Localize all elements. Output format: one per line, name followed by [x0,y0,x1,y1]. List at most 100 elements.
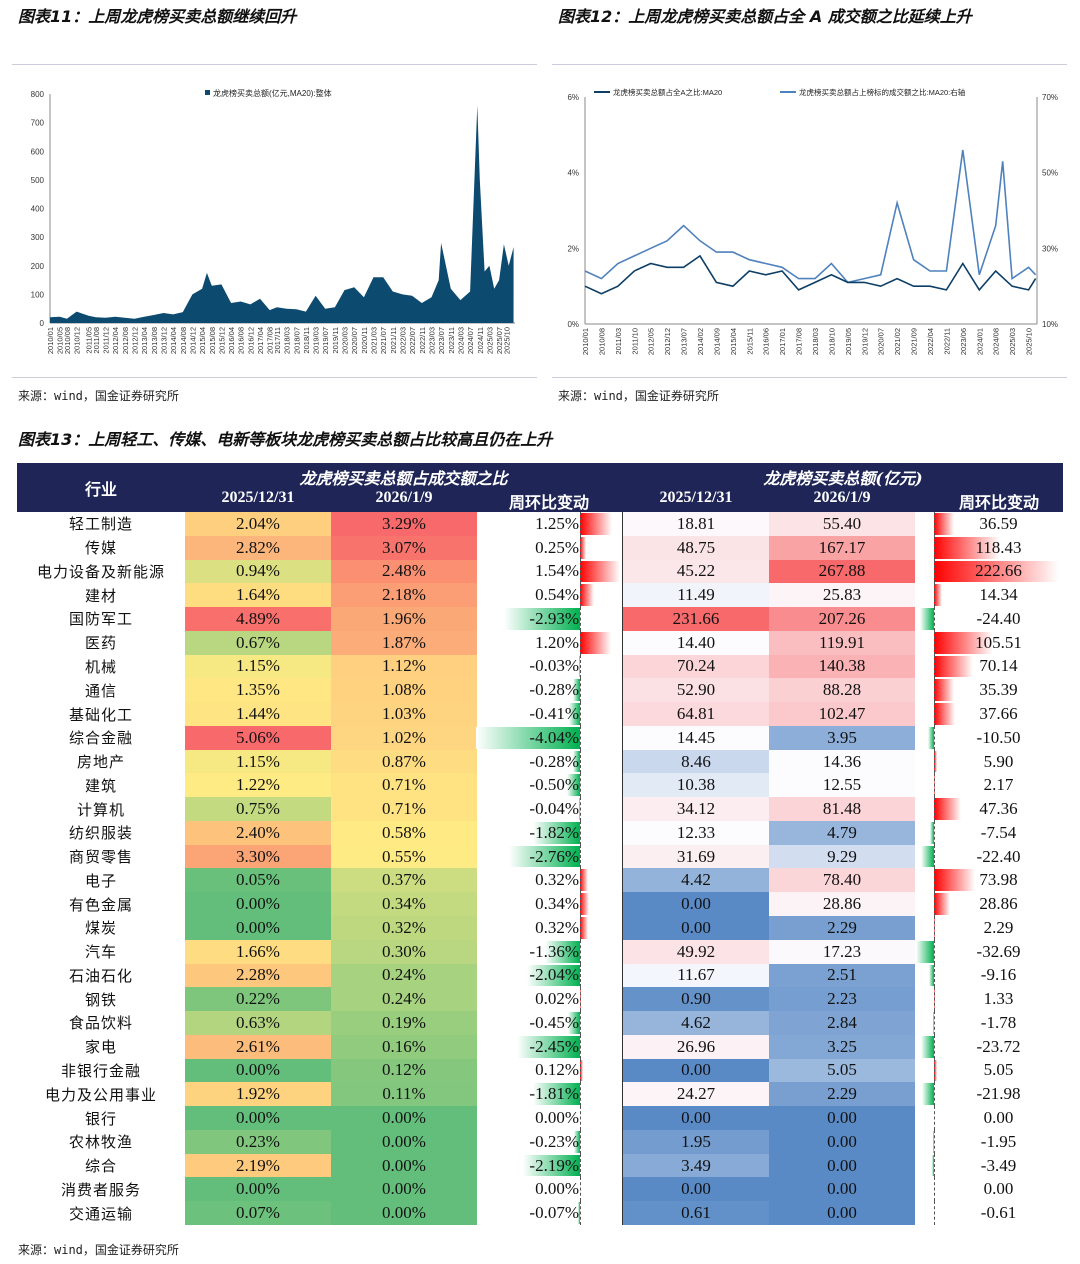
ratio-change-bar [523,1154,580,1177]
ratio-change-bar [572,750,580,773]
ratio-change-value: -0.28% [529,751,579,771]
amount-weekly-change: 0.00 [915,1177,1062,1202]
x-tick-label: 2013/12 [159,327,168,354]
ratio-change-value: -0.41% [529,704,579,723]
ratio-change-bar [533,1083,580,1106]
ratio-change-value: -0.28% [529,680,579,700]
amount-change-value: -24.40 [976,608,1021,628]
amount-change-bar [934,1059,937,1082]
industry-name: 通信 [84,681,117,700]
x-tick-label: 2019/12 [860,328,869,355]
table-row: 电力及公用事业 1.92% 0.11% -1.81% 24.27 2.29 -21.98 [17,1082,1063,1107]
column-divider [621,630,623,655]
ratio-change-bar [580,513,613,535]
x-tick-label: 2021/11 [389,327,398,354]
industry-name: 电力及公用事业 [44,1085,157,1104]
amount-weekly-change: 5.90 [915,749,1062,774]
amount-change-bar [934,536,1001,559]
amount-2025-12-31: 45.22 [623,559,769,584]
amount-2026-01-09: 9.29 [769,844,915,869]
table-row: 钢铁 0.22% 0.24% 0.02% 0.90 2.23 1.33 [17,987,1063,1012]
amount-change-bar [915,940,934,963]
amount-change-value: 222.66 [975,561,1022,581]
x-tick-label: 2019/03 [312,327,321,354]
ratio-weekly-change: -2.93% [477,607,621,631]
amount-change-value: 28.86 [979,894,1018,914]
bar-axis [934,1201,935,1225]
amount-2026-01-09: 4.79 [769,820,915,845]
industry-name: 房地产 [76,753,125,772]
ratio-weekly-change: 0.00% [477,1177,621,1202]
ratio-2025-12-31: 0.07% [185,1201,331,1225]
amount-weekly-change: 70.14 [915,654,1062,679]
amount-2026-01-09: 17.23 [769,939,915,964]
ratio-2026-01-09: 1.03% [331,702,477,726]
area-series [50,105,514,323]
column-divider [621,1153,623,1178]
ratio-change-value: 1.25% [535,513,579,533]
bar-axis [934,1011,935,1035]
amount-change-bar [934,584,943,607]
header-group-amount: 龙虎榜买卖总额(亿元) [763,469,923,488]
amount-weekly-change: 47.36 [915,797,1062,821]
bar-axis [934,797,935,821]
figure-13-source: 来源：wind，国金证券研究所 [18,1243,179,1257]
bar-axis [934,1129,935,1154]
ratio-change-value: 0.32% [535,870,579,890]
bar-axis [934,868,935,893]
industry-name: 煤炭 [84,919,117,938]
ratio-change-bar [580,917,589,939]
amount-2026-01-09: 0.00 [769,1201,915,1225]
column-divider [621,559,623,584]
ratio-2026-01-09: 0.00% [331,1201,477,1225]
ratio-2026-01-09: 0.19% [331,1011,477,1035]
amount-2026-01-09: 25.83 [769,583,915,608]
y-tick-label: 800 [31,90,45,99]
industry-name: 消费者服务 [60,1180,141,1199]
amount-change-bar [934,703,956,725]
ratio-change-value: -2.19% [529,1155,579,1175]
ratio-change-value: -4.04% [529,727,579,747]
ratio-2026-01-09: 3.29% [331,512,477,536]
bar-axis [580,773,581,798]
right-tick-label: 70% [1042,93,1058,102]
amount-weekly-change: 105.51 [915,630,1062,655]
table-row: 银行 0.00% 0.00% 0.00% 0.00 0.00 0.00 [17,1106,1063,1130]
header-date2-amount: 2026/1/9 [813,489,871,506]
bar-axis [934,939,935,964]
ratio-change-value: 1.20% [535,632,579,652]
x-tick-label: 2015/11 [745,328,754,355]
amount-change-value: 35.39 [979,680,1018,700]
x-tick-label: 2017/08 [266,327,275,354]
x-tick-label: 2018/07 [292,327,301,354]
ratio-2025-12-31: 2.40% [185,820,331,845]
x-tick-label: 2024/08 [992,328,1001,355]
bar-axis [580,1011,581,1035]
ratio-weekly-change: -0.04% [477,797,621,821]
column-divider [621,844,623,869]
amount-weekly-change: 14.34 [915,583,1062,608]
ratio-change-bar [580,1059,584,1082]
x-tick-label: 2013/04 [140,327,149,354]
bar-axis [580,1082,581,1107]
x-tick-label: 2022/04 [926,328,935,355]
ratio-weekly-change: -0.41% [477,702,621,726]
ratio-2025-12-31: 5.06% [185,725,331,750]
amount-2025-12-31: 11.49 [623,583,769,608]
x-tick-label: 2023/06 [959,328,968,355]
x-tick-label: 2014/08 [179,327,188,354]
amount-weekly-change: -24.40 [915,607,1062,631]
ratio-2026-01-09: 0.30% [331,939,477,964]
ratio-weekly-change: 0.00% [477,1106,621,1130]
ratio-weekly-change: 0.32% [477,916,621,940]
amount-change-value: 47.36 [979,799,1018,819]
amount-weekly-change: -9.16 [915,963,1062,988]
ratio-weekly-change: 0.32% [477,868,621,893]
column-divider [621,1034,623,1059]
amount-change-bar [934,798,961,820]
bar-axis [580,844,581,869]
x-tick-label: 2012/04 [111,327,120,354]
ratio-2025-12-31: 1.66% [185,939,331,964]
amount-change-bar [929,821,934,844]
